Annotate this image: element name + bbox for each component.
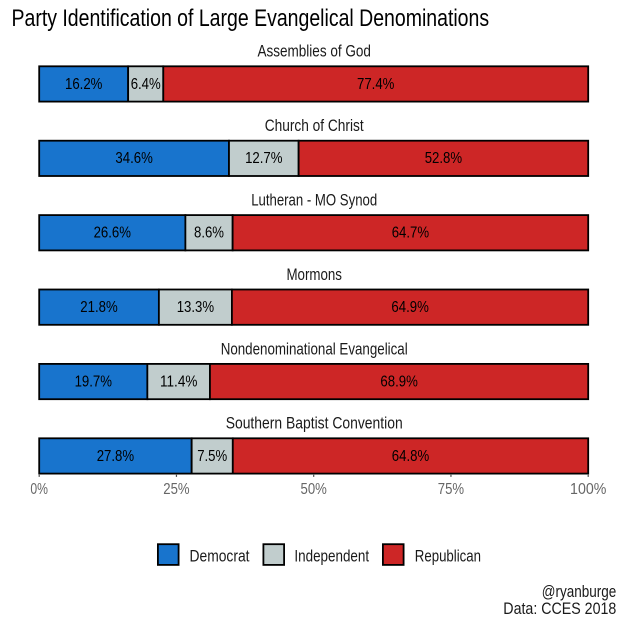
svg-text:Democrat: Democrat	[190, 548, 250, 566]
svg-text:68.9%: 68.9%	[380, 373, 418, 390]
svg-text:100%: 100%	[570, 481, 606, 498]
svg-text:25%: 25%	[163, 481, 189, 498]
svg-text:8.6%: 8.6%	[194, 225, 224, 242]
svg-text:16.2%: 16.2%	[65, 76, 103, 93]
svg-text:21.8%: 21.8%	[80, 299, 118, 316]
svg-text:19.7%: 19.7%	[75, 373, 113, 390]
svg-text:Church of Christ: Church of Christ	[265, 117, 364, 135]
svg-text:13.3%: 13.3%	[177, 299, 215, 316]
svg-text:Southern Baptist Convention: Southern Baptist Convention	[226, 415, 403, 433]
svg-text:26.6%: 26.6%	[94, 225, 132, 242]
svg-text:0%: 0%	[30, 481, 48, 498]
svg-text:Nondenominational Evangelical: Nondenominational Evangelical	[221, 340, 408, 358]
svg-text:7.5%: 7.5%	[197, 448, 227, 465]
svg-text:77.4%: 77.4%	[357, 76, 395, 93]
svg-text:64.9%: 64.9%	[391, 299, 429, 316]
svg-text:34.6%: 34.6%	[115, 150, 153, 167]
svg-text:64.7%: 64.7%	[392, 225, 430, 242]
svg-text:Data: CCES 2018: Data: CCES 2018	[503, 600, 616, 618]
svg-text:50%: 50%	[301, 481, 327, 498]
svg-text:Independent: Independent	[294, 548, 369, 566]
svg-text:Lutheran - MO Synod: Lutheran - MO Synod	[251, 192, 377, 210]
svg-text:Assemblies of God: Assemblies of God	[257, 43, 371, 61]
svg-text:6.4%: 6.4%	[131, 76, 161, 93]
svg-text:11.4%: 11.4%	[160, 373, 198, 390]
svg-text:75%: 75%	[438, 481, 464, 498]
svg-text:Republican: Republican	[415, 548, 481, 566]
svg-text:Mormons: Mormons	[286, 266, 342, 284]
svg-text:@ryanburge: @ryanburge	[542, 583, 617, 601]
svg-text:52.8%: 52.8%	[425, 150, 463, 167]
svg-text:Party Identification of Large: Party Identification of Large Evangelica…	[12, 5, 490, 32]
svg-text:12.7%: 12.7%	[245, 150, 283, 167]
svg-text:27.8%: 27.8%	[97, 448, 135, 465]
svg-text:64.8%: 64.8%	[392, 448, 430, 465]
